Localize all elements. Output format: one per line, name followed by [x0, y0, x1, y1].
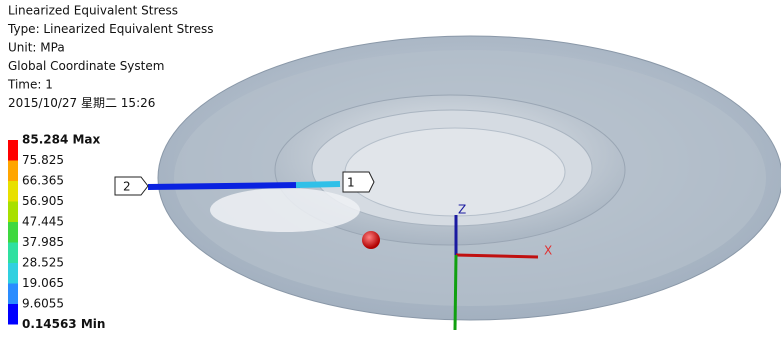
y-axis [453, 254, 458, 331]
legend: 85.284 Max 75.825 66.365 56.905 47.445 37.985… [8, 133, 105, 331]
x-axis [455, 253, 539, 259]
legend-label: 0.14563 Min [22, 317, 105, 331]
legend-swatch [8, 263, 18, 284]
legend-label: 9.6055 [22, 297, 64, 311]
header-line: Linearized Equivalent Stress [8, 4, 178, 18]
header: Linearized Equivalent Stress Type: Linear… [7, 4, 213, 111]
legend-label: 28.525 [22, 256, 64, 270]
legend-swatch [8, 181, 18, 202]
legend-label: 75.825 [22, 153, 64, 167]
highlight [210, 188, 360, 232]
header-line: 2015/10/27 星期二 15:26 [8, 96, 155, 110]
header-line: Time: 1 [7, 78, 53, 92]
axis-label: X [544, 244, 552, 258]
probe-tag [114, 176, 149, 196]
legend-swatch [8, 242, 18, 263]
legend-swatch [8, 201, 18, 222]
header-line: Global Coordinate System [8, 59, 164, 73]
legend-swatch [8, 283, 18, 304]
header-line: Unit: MPa [8, 41, 65, 55]
legend-swatch [8, 160, 18, 181]
axis-label: Z [458, 203, 466, 217]
path-line-end [295, 181, 341, 188]
path-line [147, 182, 301, 190]
legend-label: 19.065 [22, 276, 64, 290]
probe-tag [342, 171, 375, 193]
legend-label: 85.284 Max [22, 133, 101, 147]
legend-label: 66.365 [22, 174, 64, 188]
legend-label: 37.985 [22, 235, 64, 249]
legend-label: 56.905 [22, 194, 64, 208]
probe-label: 2 [123, 180, 131, 194]
legend-swatch [8, 222, 18, 243]
legend-label: 47.445 [22, 215, 64, 229]
probe-label: 1 [347, 176, 355, 190]
legend-swatch [8, 304, 18, 325]
header-line: Type: Linearized Equivalent Stress [7, 22, 213, 36]
origin-ball [362, 231, 380, 249]
legend-swatch [8, 140, 18, 161]
disk-step-3 [344, 127, 566, 217]
